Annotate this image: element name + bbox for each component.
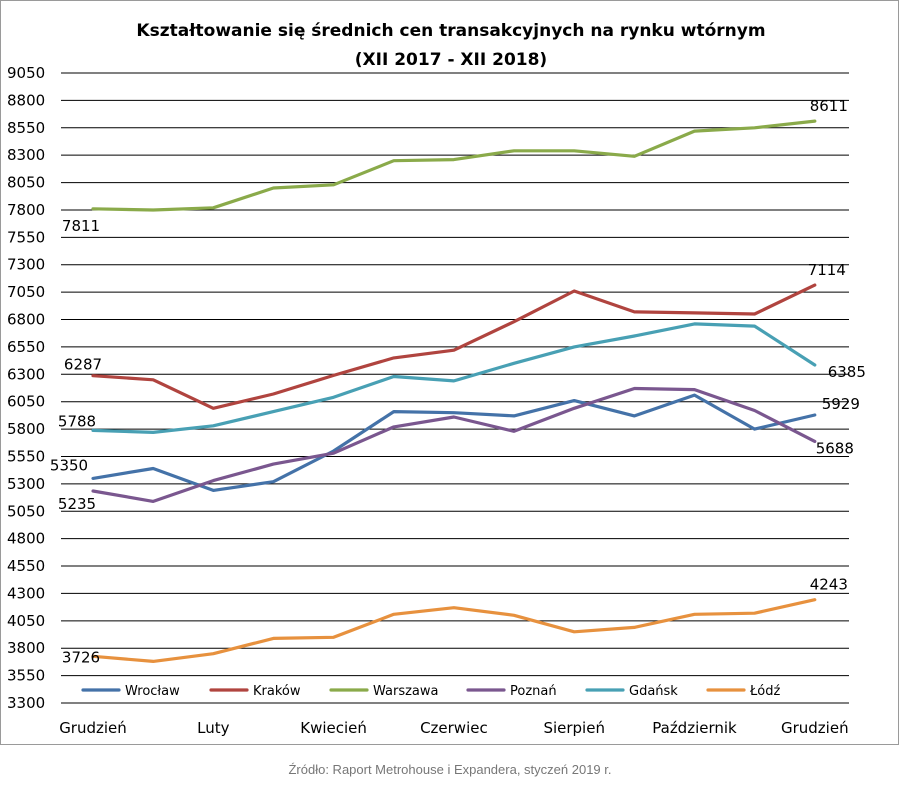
y-tick-label: 6300 <box>7 365 45 383</box>
data-label: 7811 <box>62 217 100 235</box>
y-tick-label: 6550 <box>7 338 45 356</box>
y-tick-label: 6800 <box>7 311 45 329</box>
line-chart: Kształtowanie się średnich cen transakcy… <box>7 21 866 737</box>
legend-label: Łódź <box>749 684 781 699</box>
x-tick-label: Kwiecień <box>300 719 367 737</box>
data-label: 5929 <box>822 395 860 413</box>
data-label: 5235 <box>58 495 96 513</box>
series-lines <box>91 119 817 664</box>
y-tick-label: 5800 <box>7 420 45 438</box>
y-tick-label: 8550 <box>7 119 45 137</box>
x-axis-tick-labels: Grudzień Luty Kwiecień Czerwiec Sierpień Paźd… <box>59 719 848 737</box>
legend-label: Gdańsk <box>629 684 678 699</box>
data-label: 5350 <box>50 456 88 474</box>
chart-frame: Kształtowanie się średnich cen transakcy… <box>0 0 899 745</box>
x-tick-label: Sierpień <box>543 719 605 737</box>
legend-background <box>75 680 781 700</box>
y-tick-label: 4800 <box>7 530 45 548</box>
y-tick-label: 3300 <box>7 694 45 712</box>
series-line <box>91 386 817 503</box>
y-tick-label: 5300 <box>7 475 45 493</box>
y-tick-label: 7300 <box>7 256 45 274</box>
y-axis-tick-labels: 3300 3550 3800 4050 4300 4550 4800 5050 5300 5550… <box>7 64 45 712</box>
legend-label: Poznań <box>510 684 557 699</box>
x-tick-label: Czerwiec <box>420 719 488 737</box>
chart-title: Kształtowanie się średnich cen transakcy… <box>136 21 765 41</box>
data-label: 4243 <box>810 576 848 594</box>
y-tick-label: 7050 <box>7 283 45 301</box>
legend-label: Kraków <box>253 684 301 699</box>
series-line <box>91 598 817 664</box>
legend-label: Wrocław <box>125 684 180 699</box>
y-tick-label: 7800 <box>7 201 45 219</box>
series-line <box>91 393 817 492</box>
y-tick-label: 7550 <box>7 228 45 246</box>
data-label: 3726 <box>62 648 100 666</box>
data-label: 6287 <box>64 356 102 374</box>
y-tick-label: 3550 <box>7 667 45 685</box>
data-label: 6385 <box>828 363 866 381</box>
series-line <box>91 283 817 410</box>
x-tick-label: Grudzień <box>59 719 127 737</box>
y-tick-label: 4050 <box>7 612 45 630</box>
x-tick-label: Luty <box>197 719 229 737</box>
y-tick-label: 5050 <box>7 502 45 520</box>
y-tick-label: 6050 <box>7 393 45 411</box>
chart-subtitle: (XII 2017 - XII 2018) <box>355 50 547 70</box>
series-line <box>91 322 817 434</box>
y-tick-label: 8300 <box>7 146 45 164</box>
y-tick-label: 4550 <box>7 557 45 575</box>
y-tick-label: 4300 <box>7 584 45 602</box>
y-tick-label: 8800 <box>7 91 45 109</box>
data-label: 5788 <box>58 412 96 430</box>
data-label: 8611 <box>810 97 848 115</box>
y-tick-label: 5550 <box>7 447 45 465</box>
x-tick-label: Październik <box>652 719 737 737</box>
data-label: 5688 <box>816 439 854 457</box>
series-line <box>91 119 817 212</box>
y-tick-label: 3800 <box>7 639 45 657</box>
y-tick-label: 9050 <box>7 64 45 82</box>
legend: Wrocław Kraków Warszawa Poznań Gdańsk Łódź <box>75 680 781 700</box>
x-tick-label: Grudzień <box>781 719 849 737</box>
data-label: 7114 <box>808 261 846 279</box>
data-labels: 7811 8611 6287 7114 5788 6385 5350 5929 5235 5688… <box>50 97 866 666</box>
source-note: Źródło: Raport Metrohouse i Expandera, s… <box>288 762 612 777</box>
y-tick-label: 8050 <box>7 174 45 192</box>
legend-label: Warszawa <box>373 684 439 699</box>
